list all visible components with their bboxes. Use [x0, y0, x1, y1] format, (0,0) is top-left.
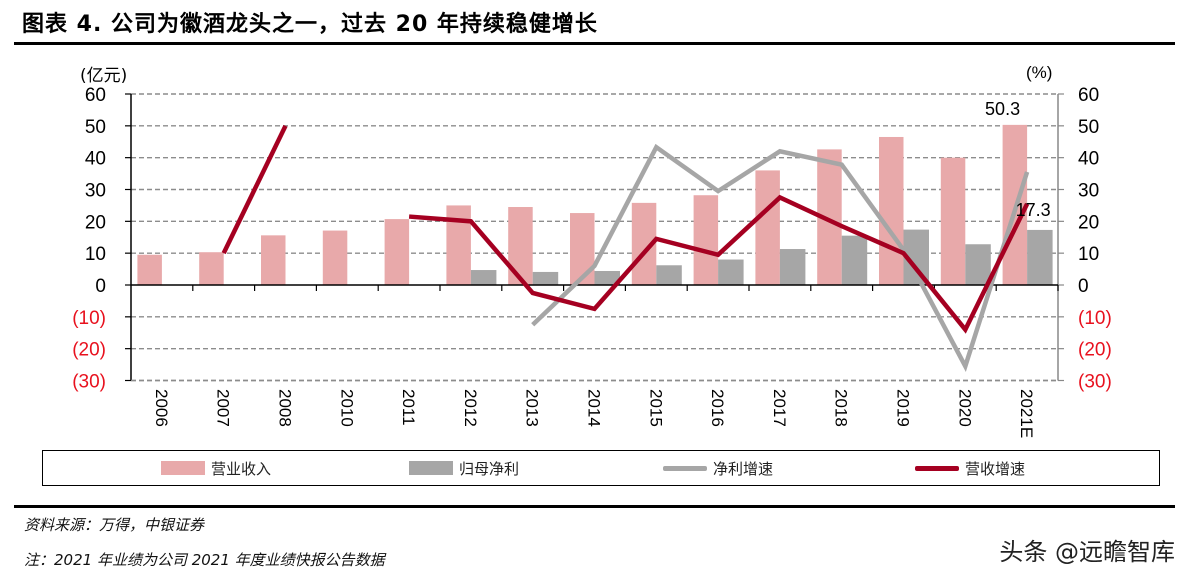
legend-item-net-profit: 归母净利 [409, 451, 519, 485]
right-tick-label: (30) [1078, 372, 1112, 393]
net-profit-bar [470, 270, 497, 285]
net-profit-annotation: 17.3 [1016, 200, 1051, 220]
revenue-bar [446, 205, 471, 285]
chart-legend: 营业收入 归母净利 净利增速 营收增速 [42, 450, 1160, 486]
net-profit-bar [965, 244, 991, 285]
category-label: 2013 [523, 389, 542, 427]
revenue-bar [940, 157, 966, 285]
right-tick-label: 30 [1078, 181, 1099, 202]
source-note: 资料来源：万得，中银证券 [24, 516, 205, 534]
category-label: 2010 [337, 389, 356, 427]
legend-label: 营业收入 [211, 459, 272, 478]
revenue-bar [137, 254, 162, 285]
revenue-bar [322, 230, 348, 285]
net-profit-bar [718, 259, 744, 285]
revenue-bar [879, 136, 904, 285]
left-tick-label: 60 [85, 85, 106, 106]
revenue-swatch [161, 461, 205, 475]
category-label: 2019 [894, 389, 913, 427]
revenue-bar [693, 195, 719, 285]
left-tick-label: 0 [95, 276, 106, 297]
left-tick-label: 50 [85, 117, 106, 138]
net-profit-bar [532, 271, 559, 285]
category-label: 2015 [646, 389, 665, 427]
revenue-bar [508, 207, 533, 285]
right-axis-unit: (%) [1026, 63, 1052, 82]
category-label: 2011 [399, 389, 418, 426]
left-tick-label: 10 [85, 244, 106, 265]
legend-item-net-profit-growth: 净利增速 [663, 451, 773, 485]
category-label: 2007 [214, 389, 233, 427]
right-tick-label: (10) [1078, 308, 1112, 329]
right-tick-label: 0 [1078, 276, 1089, 297]
category-label: 2021E [1017, 389, 1036, 438]
legend-label: 净利增速 [713, 459, 774, 478]
revenue-bar [199, 252, 224, 285]
right-tick-label: 60 [1078, 85, 1099, 106]
revenue-bar [261, 235, 286, 285]
left-tick-label: (10) [72, 308, 106, 329]
left-tick-label: 30 [85, 181, 106, 202]
chart-title: 图表 4. 公司为徽酒龙头之一，过去 20 年持续稳健增长 [22, 12, 598, 37]
category-label: 2006 [152, 389, 171, 427]
right-tick-label: (20) [1078, 340, 1112, 361]
revenue-growth-swatch [915, 465, 959, 471]
net-profit-bar [594, 270, 620, 285]
right-tick-label: 10 [1078, 244, 1099, 265]
revenue-growth-line [221, 124, 288, 255]
category-label: 2020 [955, 389, 974, 427]
watermark: 头条 @远瞻智库 [999, 538, 1175, 566]
net-profit-growth-line [531, 143, 1030, 372]
revenue-bar [384, 219, 410, 285]
left-tick-label: (30) [72, 372, 106, 393]
category-label: 2017 [770, 389, 789, 427]
left-axis-unit: (亿元) [80, 66, 127, 86]
left-tick-label: (20) [72, 340, 106, 361]
category-label: 2018 [832, 389, 851, 427]
net-profit-bar [656, 265, 682, 285]
left-tick-label: 20 [85, 212, 106, 233]
net-profit-swatch [409, 461, 453, 475]
right-tick-label: 40 [1078, 149, 1099, 170]
revenue-bar [570, 213, 595, 285]
net-profit-bar [841, 235, 868, 285]
revenue-annotation: 50.3 [985, 99, 1020, 119]
revenue-growth-line [408, 194, 1030, 334]
net-profit-bar [779, 249, 806, 285]
footer-divider [14, 505, 1175, 508]
category-label: 2014 [585, 389, 604, 427]
legend-label: 营收增速 [965, 459, 1026, 478]
legend-label: 归母净利 [459, 459, 520, 478]
title-divider [14, 42, 1175, 45]
right-tick-label: 50 [1078, 117, 1099, 138]
net-profit-bar [1027, 229, 1053, 285]
footnote: 注：2021 年业绩为公司 2021 年度业绩快报公告数据 [24, 551, 385, 569]
right-tick-label: 20 [1078, 212, 1099, 233]
category-label: 2012 [461, 389, 480, 427]
category-label: 2016 [708, 389, 727, 427]
left-tick-label: 40 [85, 149, 106, 170]
legend-item-revenue-growth: 营收增速 [915, 451, 1025, 485]
revenue-bar [755, 170, 780, 285]
net-profit-growth-swatch [663, 465, 707, 471]
legend-item-revenue: 营业收入 [161, 451, 271, 485]
category-label: 2008 [276, 389, 295, 427]
